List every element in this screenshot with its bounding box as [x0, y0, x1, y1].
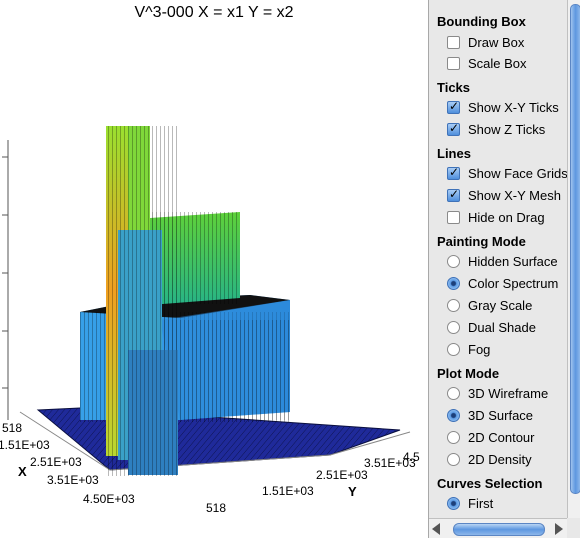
- option-label: Show X-Y Mesh: [468, 188, 561, 203]
- x-tick-label: 4.50E+03: [83, 492, 135, 506]
- section-bounding-box: Bounding Box: [437, 14, 526, 29]
- 3d-wireframe-radio[interactable]: 3D Wireframe: [447, 383, 548, 403]
- x-tick-label: 1.51E+03: [0, 438, 50, 452]
- option-label: Show Z Ticks: [468, 122, 545, 137]
- checkbox-checked-icon: [447, 123, 460, 136]
- 3d-surface-radio[interactable]: 3D Surface: [447, 405, 533, 425]
- checkbox-checked-icon: [447, 167, 460, 180]
- radio-icon: [447, 453, 460, 466]
- y-tick-label: 1.51E+03: [262, 484, 314, 498]
- surface-plot-area[interactable]: V^3-000 X = x1 Y = x2: [0, 0, 428, 538]
- y-axis-name: Y: [348, 484, 357, 499]
- horizontal-scrollbar[interactable]: [429, 518, 567, 538]
- radio-icon: [447, 343, 460, 356]
- radio-icon: [447, 387, 460, 400]
- option-label: Dual Shade: [468, 320, 536, 335]
- 2d-contour-radio[interactable]: 2D Contour: [447, 427, 534, 447]
- option-label: Scale Box: [468, 56, 527, 71]
- fog-radio[interactable]: Fog: [447, 339, 490, 359]
- vertical-scrollbar[interactable]: [567, 0, 580, 518]
- vertical-scroll-thumb[interactable]: [570, 4, 580, 494]
- y-tick-label: 518: [206, 501, 226, 515]
- x-tick-label: 2.51E+03: [30, 455, 82, 469]
- show-xy-mesh-checkbox[interactable]: Show X-Y Mesh: [447, 185, 561, 205]
- checkbox-checked-icon: [447, 189, 460, 202]
- radio-selected-icon: [447, 277, 460, 290]
- option-label: 2D Density: [468, 452, 532, 467]
- section-ticks: Ticks: [437, 80, 470, 95]
- show-z-ticks-checkbox[interactable]: Show Z Ticks: [447, 119, 545, 139]
- scroll-right-arrow-icon[interactable]: [555, 523, 563, 535]
- checkbox-icon: [447, 211, 460, 224]
- options-scroll-area: Bounding Box Draw Box Scale Box Ticks Sh…: [429, 0, 567, 518]
- y-tick-label: 4.5: [403, 450, 420, 464]
- section-curves-selection: Curves Selection: [437, 476, 543, 491]
- option-label: Color Spectrum: [468, 276, 558, 291]
- color-spectrum-radio[interactable]: Color Spectrum: [447, 273, 558, 293]
- 2d-density-radio[interactable]: 2D Density: [447, 449, 532, 469]
- horizontal-scroll-thumb[interactable]: [453, 523, 545, 536]
- surface-peak-columns: [106, 126, 178, 476]
- scale-box-checkbox[interactable]: Scale Box: [447, 53, 527, 73]
- dual-shade-radio[interactable]: Dual Shade: [447, 317, 536, 337]
- radio-icon: [447, 299, 460, 312]
- section-painting-mode: Painting Mode: [437, 234, 526, 249]
- option-label: 3D Wireframe: [468, 386, 548, 401]
- y-tick-label: 2.51E+03: [316, 468, 368, 482]
- section-lines: Lines: [437, 146, 471, 161]
- checkbox-checked-icon: [447, 101, 460, 114]
- surface-plot-canvas[interactable]: 518 1.51E+03 2.51E+03 3.51E+03 4.50E+03 …: [0, 0, 428, 538]
- option-label: Hide on Drag: [468, 210, 545, 225]
- curve-first-radio[interactable]: First: [447, 493, 493, 513]
- option-label: Fog: [468, 342, 490, 357]
- option-label: Draw Box: [468, 35, 524, 50]
- option-label: First: [468, 496, 493, 511]
- z-axis: [2, 140, 8, 420]
- radio-icon: [447, 321, 460, 334]
- hidden-surface-radio[interactable]: Hidden Surface: [447, 251, 558, 271]
- show-face-grids-checkbox[interactable]: Show Face Grids: [447, 163, 567, 183]
- checkbox-icon: [447, 36, 460, 49]
- option-label: Show X-Y Ticks: [468, 100, 559, 115]
- checkbox-icon: [447, 57, 460, 70]
- option-label: 3D Surface: [468, 408, 533, 423]
- draw-box-checkbox[interactable]: Draw Box: [447, 32, 524, 52]
- gray-scale-radio[interactable]: Gray Scale: [447, 295, 532, 315]
- x-axis-name: X: [18, 464, 27, 479]
- hide-on-drag-checkbox[interactable]: Hide on Drag: [447, 207, 545, 227]
- option-label: Show Face Grids: [468, 166, 567, 181]
- x-tick-label: 518: [2, 421, 22, 435]
- radio-icon: [447, 431, 460, 444]
- show-xy-ticks-checkbox[interactable]: Show X-Y Ticks: [447, 97, 559, 117]
- option-label: 2D Contour: [468, 430, 534, 445]
- plot-options-panel: Bounding Box Draw Box Scale Box Ticks Sh…: [428, 0, 580, 538]
- option-label: Gray Scale: [468, 298, 532, 313]
- radio-icon: [447, 255, 460, 268]
- section-plot-mode: Plot Mode: [437, 366, 499, 381]
- x-tick-label: 3.51E+03: [47, 473, 99, 487]
- option-label: Hidden Surface: [468, 254, 558, 269]
- scroll-left-arrow-icon[interactable]: [432, 523, 440, 535]
- radio-selected-icon: [447, 497, 460, 510]
- radio-selected-icon: [447, 409, 460, 422]
